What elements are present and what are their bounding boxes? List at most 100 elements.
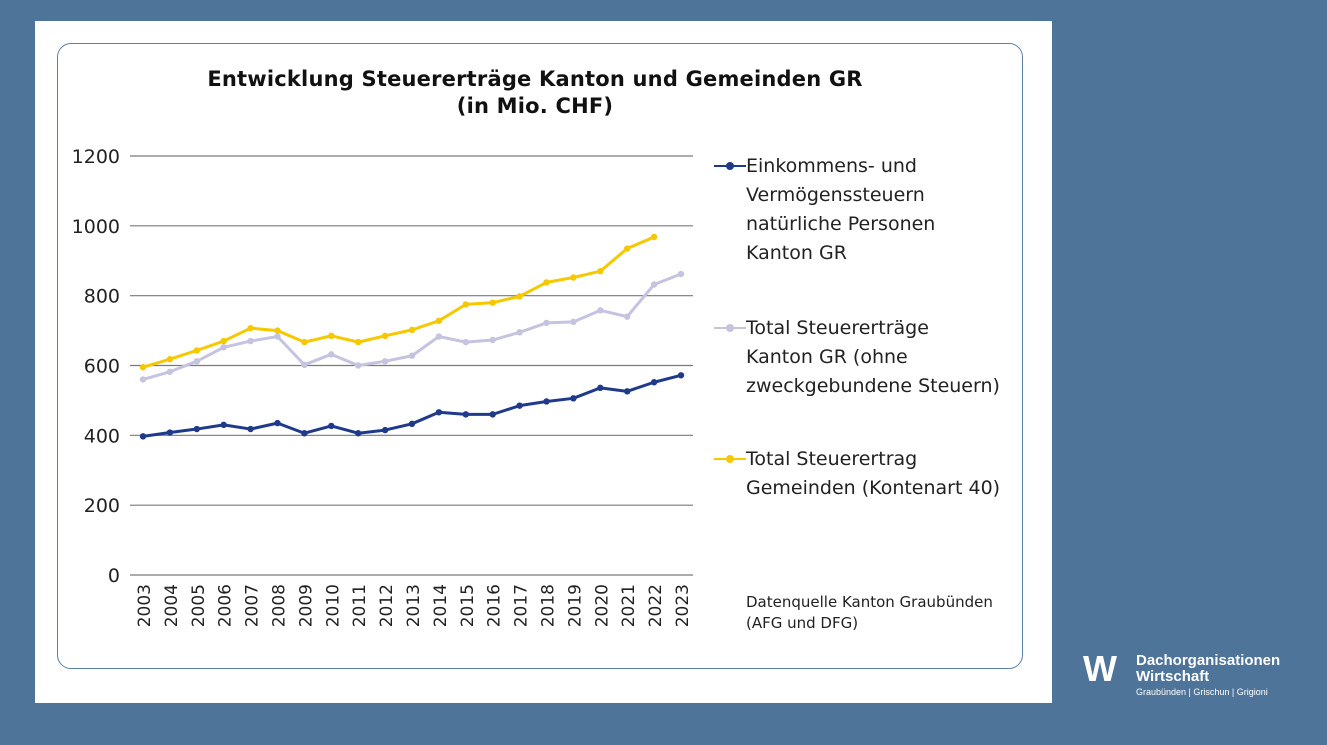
x-tick-label-2021: 2021 bbox=[619, 584, 639, 627]
x-tick-label-2008: 2008 bbox=[270, 584, 290, 627]
data-point-gemeinden-2016 bbox=[489, 299, 496, 306]
x-tick-label-2015: 2015 bbox=[458, 584, 478, 627]
x-tick-label-2014: 2014 bbox=[431, 584, 451, 627]
data-point-kanton-total-2008 bbox=[274, 333, 281, 340]
data-point-kanton-total-2012 bbox=[381, 358, 389, 365]
data-point-kanton-total-2011 bbox=[355, 362, 362, 369]
logo-w-icon: W bbox=[1083, 648, 1117, 689]
y-tick-label-600: 600 bbox=[84, 356, 120, 378]
x-tick-label-2011: 2011 bbox=[350, 584, 370, 627]
chart-frame bbox=[57, 43, 1023, 669]
data-point-gemeinden-2013 bbox=[408, 326, 416, 334]
organisation-logo: W Dachorganisationen Wirtschaft Graubünd… bbox=[1083, 651, 1323, 711]
x-tick-label-2009: 2009 bbox=[296, 584, 316, 627]
data-point-einkommens-2016 bbox=[489, 411, 496, 418]
data-point-kanton-total-2006 bbox=[220, 344, 227, 351]
data-point-gemeinden-2008 bbox=[274, 327, 281, 334]
data-point-kanton-total-2018 bbox=[543, 319, 550, 327]
logo-line-2: Wirtschaft bbox=[1136, 668, 1210, 685]
data-point-kanton-total-2016 bbox=[489, 336, 496, 344]
legend-label-gemeinden: Total Steuerertrag Gemeinden (Kontenart … bbox=[746, 448, 1001, 499]
data-point-kanton-total-2021 bbox=[624, 313, 631, 320]
x-tick-label-2013: 2013 bbox=[404, 584, 424, 627]
legend-dot-kanton-total bbox=[726, 324, 734, 332]
data-point-einkommens-2020 bbox=[597, 384, 604, 392]
x-tick-label-2020: 2020 bbox=[592, 584, 612, 627]
data-point-kanton-total-2009 bbox=[301, 361, 308, 369]
data-point-einkommens-2023 bbox=[677, 372, 685, 379]
y-tick-label-400: 400 bbox=[84, 425, 120, 447]
data-point-kanton-total-2022 bbox=[650, 281, 658, 288]
data-point-gemeinden-2014 bbox=[435, 317, 443, 325]
data-point-einkommens-2018 bbox=[543, 398, 550, 405]
x-tick-label-2007: 2007 bbox=[243, 584, 263, 627]
x-tick-label-2019: 2019 bbox=[565, 584, 585, 627]
data-point-gemeinden-2010 bbox=[328, 332, 335, 340]
data-point-gemeinden-2007 bbox=[247, 324, 254, 332]
data-point-einkommens-2019 bbox=[570, 395, 577, 402]
data-point-kanton-total-2017 bbox=[516, 329, 523, 336]
data-point-gemeinden-2004 bbox=[166, 356, 174, 363]
data-point-gemeinden-2022 bbox=[650, 233, 658, 241]
y-tick-label-0: 0 bbox=[108, 565, 120, 587]
y-tick-label-200: 200 bbox=[84, 495, 120, 517]
data-point-einkommens-2008 bbox=[274, 419, 281, 427]
data-point-gemeinden-2009 bbox=[301, 338, 308, 346]
x-tick-label-2017: 2017 bbox=[512, 584, 532, 627]
data-point-kanton-total-2003 bbox=[139, 376, 147, 383]
data-point-kanton-total-2019 bbox=[570, 318, 577, 326]
x-tick-label-2004: 2004 bbox=[162, 584, 182, 627]
data-point-kanton-total-2007 bbox=[247, 337, 254, 345]
data-point-einkommens-2012 bbox=[381, 426, 389, 434]
data-point-gemeinden-2017 bbox=[516, 293, 523, 300]
data-point-einkommens-2006 bbox=[220, 421, 227, 429]
data-point-einkommens-2011 bbox=[355, 430, 362, 437]
data-point-kanton-total-2004 bbox=[166, 368, 174, 375]
data-point-einkommens-2005 bbox=[193, 425, 200, 433]
data-point-einkommens-2015 bbox=[462, 411, 469, 418]
data-point-kanton-total-2023 bbox=[677, 270, 685, 278]
data-point-gemeinden-2011 bbox=[355, 338, 362, 346]
x-tick-label-2023: 2023 bbox=[673, 584, 693, 627]
logo-line-3: Graubünden | Grischun | Grigioni bbox=[1136, 687, 1268, 697]
data-point-kanton-total-2010 bbox=[328, 351, 335, 358]
legend-label-kanton-total: Total Steuererträge Kanton GR (ohne zwec… bbox=[746, 317, 1000, 397]
data-source-note: Datenquelle Kanton Graubünden (AFG und D… bbox=[746, 593, 993, 632]
data-point-gemeinden-2021 bbox=[624, 245, 631, 252]
x-tick-label-2022: 2022 bbox=[646, 584, 666, 627]
y-tick-label-800: 800 bbox=[84, 286, 120, 308]
legend-dot-gemeinden bbox=[726, 455, 734, 463]
x-tick-label-2018: 2018 bbox=[539, 584, 559, 627]
x-tick-label-2010: 2010 bbox=[323, 584, 343, 627]
data-point-einkommens-2014 bbox=[435, 409, 443, 416]
data-point-gemeinden-2006 bbox=[220, 337, 227, 345]
data-point-gemeinden-2003 bbox=[139, 364, 147, 371]
x-tick-label-2005: 2005 bbox=[189, 584, 209, 627]
data-point-gemeinden-2015 bbox=[462, 301, 469, 308]
data-point-einkommens-2017 bbox=[516, 402, 523, 409]
data-point-einkommens-2022 bbox=[650, 379, 658, 386]
logo-line-1: Dachorganisationen bbox=[1136, 652, 1281, 669]
x-tick-label-2012: 2012 bbox=[377, 584, 397, 627]
data-point-gemeinden-2020 bbox=[597, 268, 604, 275]
data-point-kanton-total-2014 bbox=[435, 333, 443, 340]
data-point-gemeinden-2019 bbox=[570, 274, 577, 281]
data-point-kanton-total-2020 bbox=[597, 307, 604, 314]
data-point-einkommens-2003 bbox=[139, 433, 147, 440]
data-point-einkommens-2013 bbox=[408, 420, 416, 428]
chart-panel bbox=[35, 21, 1052, 703]
data-point-gemeinden-2018 bbox=[543, 279, 550, 286]
chart-title: Entwicklung Steuererträge Kanton und Gem… bbox=[207, 67, 863, 91]
y-tick-label-1200: 1200 bbox=[72, 146, 120, 168]
legend-label-einkommens: Einkommens- und Vermögenssteuern natürli… bbox=[746, 155, 936, 264]
series-line-gemeinden bbox=[142, 235, 655, 369]
data-point-einkommens-2009 bbox=[301, 430, 308, 437]
data-point-einkommens-2004 bbox=[166, 429, 174, 436]
data-point-kanton-total-2013 bbox=[408, 352, 416, 359]
x-tick-label-2016: 2016 bbox=[485, 584, 505, 627]
data-point-kanton-total-2015 bbox=[462, 338, 469, 346]
data-point-einkommens-2007 bbox=[247, 425, 254, 433]
data-point-gemeinden-2012 bbox=[381, 332, 389, 340]
x-tick-label-2006: 2006 bbox=[216, 584, 236, 627]
